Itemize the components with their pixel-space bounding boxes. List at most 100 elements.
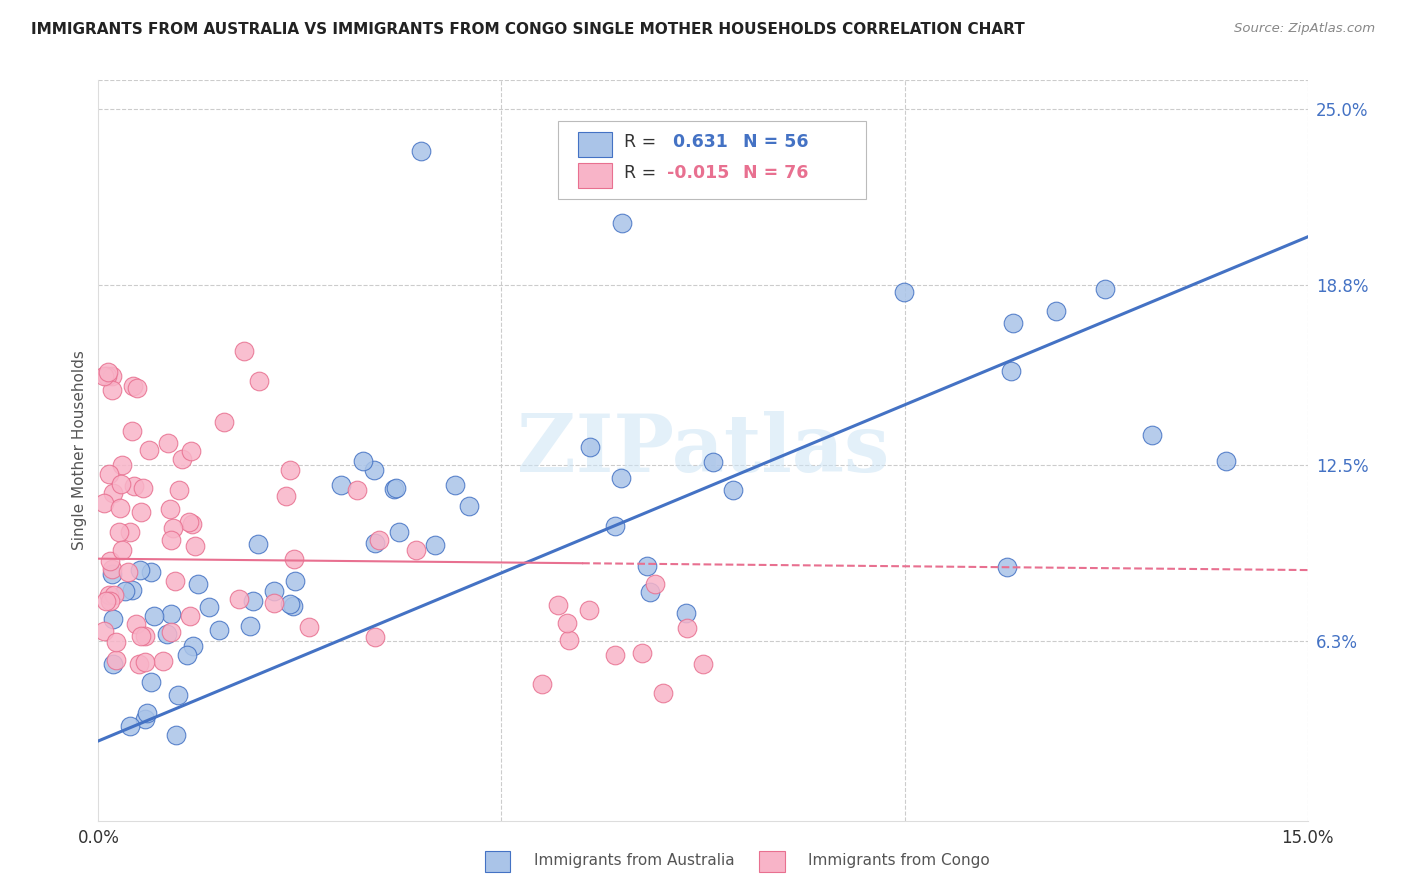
Point [135, 706, 157, 720]
Point [177, 516, 200, 530]
Point [388, 524, 411, 539]
Point [578, 603, 600, 617]
Point [160, 625, 183, 640]
Point [125, 617, 148, 632]
Point [555, 616, 578, 631]
Point [98, 554, 121, 568]
FancyBboxPatch shape [578, 163, 613, 187]
Point [1001, 316, 1024, 330]
Text: Immigrants from Australia: Immigrants from Australia [534, 853, 735, 868]
Point [121, 424, 143, 438]
Point [180, 443, 202, 458]
Point [101, 611, 124, 625]
Point [143, 609, 166, 624]
Point [129, 629, 152, 643]
Point [93, 368, 115, 383]
Point [108, 525, 131, 540]
Point [610, 471, 633, 485]
Point [579, 440, 602, 454]
Point [644, 577, 666, 591]
Point [558, 633, 581, 648]
Point [122, 379, 145, 393]
Point [263, 596, 285, 610]
Point [198, 600, 221, 615]
Text: Immigrants from Congo: Immigrants from Congo [808, 853, 990, 868]
Point [352, 454, 374, 468]
Point [612, 216, 634, 230]
Point [134, 629, 156, 643]
Point [1000, 364, 1022, 378]
Text: ZIPatlas: ZIPatlas [517, 411, 889, 490]
Point [110, 477, 132, 491]
Point [157, 435, 180, 450]
Point [274, 489, 297, 503]
Point [181, 516, 204, 531]
Point [165, 728, 187, 742]
Point [179, 609, 201, 624]
Point [247, 537, 270, 551]
Point [156, 627, 179, 641]
Point [104, 653, 127, 667]
Point [101, 562, 124, 576]
Point [97, 467, 120, 481]
Point [1215, 453, 1237, 467]
Point [278, 462, 301, 476]
Point [444, 477, 467, 491]
Point [239, 619, 262, 633]
Point [108, 500, 131, 515]
Point [184, 539, 207, 553]
Point [651, 685, 673, 699]
Point [242, 594, 264, 608]
Point [117, 565, 139, 579]
Point [97, 588, 120, 602]
Point [114, 584, 136, 599]
Point [298, 620, 321, 634]
Point [1045, 304, 1067, 318]
Point [96, 368, 118, 383]
Point [675, 621, 697, 635]
Point [159, 607, 181, 621]
Point [346, 483, 368, 497]
Point [111, 543, 134, 558]
Point [120, 719, 142, 733]
Point [100, 383, 122, 397]
Point [363, 463, 385, 477]
Point [103, 657, 125, 672]
Point [692, 657, 714, 671]
Point [111, 458, 134, 472]
Point [208, 624, 231, 638]
Point [405, 542, 427, 557]
FancyBboxPatch shape [558, 121, 866, 199]
Point [166, 688, 188, 702]
Point [995, 560, 1018, 574]
Point [530, 677, 553, 691]
Text: R =: R = [624, 133, 657, 151]
Point [152, 654, 174, 668]
Point [162, 520, 184, 534]
Text: R =: R = [624, 164, 657, 182]
Point [97, 365, 120, 379]
Point [132, 481, 155, 495]
Point [281, 599, 304, 613]
Point [103, 485, 125, 500]
Point [98, 594, 121, 608]
Point [103, 588, 125, 602]
Point [181, 639, 204, 653]
Text: IMMIGRANTS FROM AUSTRALIA VS IMMIGRANTS FROM CONGO SINGLE MOTHER HOUSEHOLDS CORR: IMMIGRANTS FROM AUSTRALIA VS IMMIGRANTS … [31, 22, 1025, 37]
Point [457, 499, 479, 513]
Text: 0.631: 0.631 [666, 133, 727, 151]
Point [122, 479, 145, 493]
Point [170, 452, 193, 467]
Point [1094, 282, 1116, 296]
Text: Source: ZipAtlas.com: Source: ZipAtlas.com [1234, 22, 1375, 36]
Text: N = 76: N = 76 [742, 164, 808, 182]
Point [134, 655, 156, 669]
Point [637, 559, 659, 574]
Point [675, 606, 697, 620]
Point [423, 538, 446, 552]
Point [382, 482, 405, 496]
Point [232, 343, 254, 358]
Point [129, 505, 152, 519]
Point [104, 634, 127, 648]
Point [93, 624, 115, 638]
